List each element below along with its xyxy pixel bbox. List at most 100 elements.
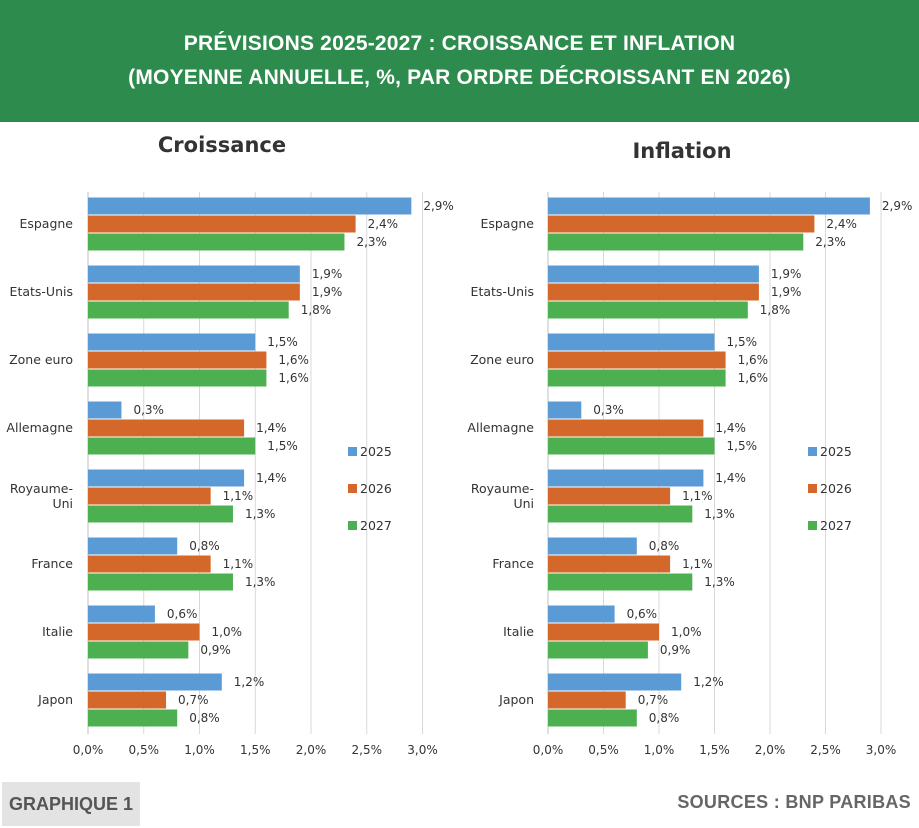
bar-2025: [88, 401, 122, 419]
legend-swatch: [808, 447, 817, 456]
bar-2026: [548, 623, 659, 641]
category-label: Espagne: [480, 216, 534, 231]
chart-title: Inflation: [632, 139, 731, 163]
data-label: 1,5%: [267, 335, 298, 349]
legend-label: 2025: [820, 444, 852, 459]
x-tick-label: 3,0%: [407, 743, 438, 757]
bar-2027: [548, 573, 693, 591]
bar-2027: [88, 709, 178, 727]
x-tick-label: 2,0%: [755, 743, 786, 757]
data-label: 1,4%: [715, 471, 746, 485]
bar-2026: [548, 419, 704, 437]
data-label: 1,1%: [682, 489, 713, 503]
data-label: 0,7%: [638, 693, 669, 707]
bar-2026: [548, 283, 759, 301]
bar-2026: [548, 215, 815, 233]
data-label: 0,8%: [649, 539, 680, 553]
bar-2025: [548, 333, 715, 351]
category-label: Italie: [42, 624, 73, 639]
bar-2027: [88, 573, 233, 591]
x-tick-label: 2,0%: [296, 743, 327, 757]
legend-swatch: [808, 521, 817, 530]
bar-2027: [88, 641, 189, 659]
bar-2025: [88, 605, 155, 623]
bar-2027: [548, 301, 748, 319]
bar-2025: [88, 197, 412, 215]
x-tick-label: 0,0%: [73, 743, 104, 757]
bar-2026: [88, 283, 300, 301]
data-label: 1,6%: [738, 353, 769, 367]
data-label: 0,8%: [189, 539, 220, 553]
data-label: 1,3%: [245, 575, 276, 589]
category-label: Zone euro: [9, 352, 73, 367]
sources-label: SOURCES : BNP PARIBAS: [677, 792, 911, 812]
bar-2025: [548, 673, 682, 691]
data-label: 2,9%: [423, 199, 454, 213]
bar-2027: [88, 505, 233, 523]
data-label: 1,6%: [738, 371, 769, 385]
legend-swatch: [348, 521, 357, 530]
category-label: Italie: [503, 624, 534, 639]
header-banner: PRÉVISIONS 2025-2027 : CROISSANCE ET INF…: [0, 0, 919, 122]
page-title-line-2: (MOYENNE ANNUELLE, %, PAR ORDRE DÉCROISS…: [128, 66, 791, 89]
x-tick-label: 1,5%: [240, 743, 271, 757]
page-title-line-1: PRÉVISIONS 2025-2027 : CROISSANCE ET INF…: [183, 32, 736, 55]
bar-2027: [88, 369, 267, 387]
bar-2025: [548, 469, 704, 487]
data-label: 1,8%: [301, 303, 332, 317]
category-label: France: [492, 556, 534, 571]
category-label: Royaume-Uni: [10, 481, 73, 511]
data-label: 1,6%: [278, 353, 309, 367]
category-label: Etats-Unis: [10, 284, 73, 299]
data-label: 0,9%: [200, 643, 231, 657]
bar-2026: [88, 691, 167, 709]
category-label: Royaume-Uni: [471, 481, 534, 511]
inflation-chart: Inflation 0,0% 0,5% 1,0% 1,5% 2,0% 2,5% 3,0% Esp…: [467, 139, 912, 757]
bar-2025: [548, 401, 582, 419]
legend-swatch: [348, 484, 357, 493]
data-label: 2,4%: [368, 217, 399, 231]
data-label: 0,9%: [660, 643, 691, 657]
bar-2027: [88, 301, 289, 319]
data-label: 1,2%: [693, 675, 724, 689]
legend-label: 2026: [820, 481, 852, 496]
bar-2027: [88, 437, 256, 455]
data-label: 1,0%: [212, 625, 243, 639]
bar-2027: [548, 709, 637, 727]
x-tick-label: 0,5%: [588, 743, 619, 757]
data-label: 1,0%: [671, 625, 702, 639]
graph-label: GRAPHIQUE 1: [2, 782, 140, 826]
category-label: Allemagne: [467, 420, 534, 435]
data-label: 1,9%: [312, 267, 343, 281]
x-tick-label: 2,5%: [810, 743, 841, 757]
category-label: Allemagne: [6, 420, 73, 435]
bar-2027: [548, 233, 804, 251]
data-label: 1,4%: [256, 471, 287, 485]
bar-2025: [548, 197, 870, 215]
data-label: 1,9%: [312, 285, 343, 299]
data-label: 0,6%: [627, 607, 658, 621]
bar-2026: [88, 215, 356, 233]
data-label: 1,3%: [704, 575, 735, 589]
bar-2026: [88, 419, 245, 437]
data-label: 1,1%: [223, 557, 254, 571]
x-tick-label: 1,5%: [699, 743, 730, 757]
data-label: 1,3%: [704, 507, 735, 521]
data-label: 0,3%: [133, 403, 164, 417]
data-label: 1,9%: [771, 285, 802, 299]
data-label: 2,4%: [826, 217, 857, 231]
data-label: 1,8%: [760, 303, 791, 317]
bar-2026: [548, 351, 726, 369]
data-label: 1,6%: [278, 371, 309, 385]
bar-2025: [88, 333, 256, 351]
bar-2026: [548, 555, 671, 573]
legend-label: 2025: [360, 444, 392, 459]
category-label: Etats-Unis: [471, 284, 534, 299]
charts-area: Croissance 0,0% 0,5% 1,0% 1,5% 2,0% 2,5% 3,0% Es…: [0, 122, 919, 770]
x-tick-label: 2,5%: [352, 743, 383, 757]
legend-swatch: [808, 484, 817, 493]
data-label: 0,8%: [189, 711, 220, 725]
bar-2026: [88, 555, 211, 573]
data-label: 1,1%: [682, 557, 713, 571]
bar-2026: [548, 691, 626, 709]
